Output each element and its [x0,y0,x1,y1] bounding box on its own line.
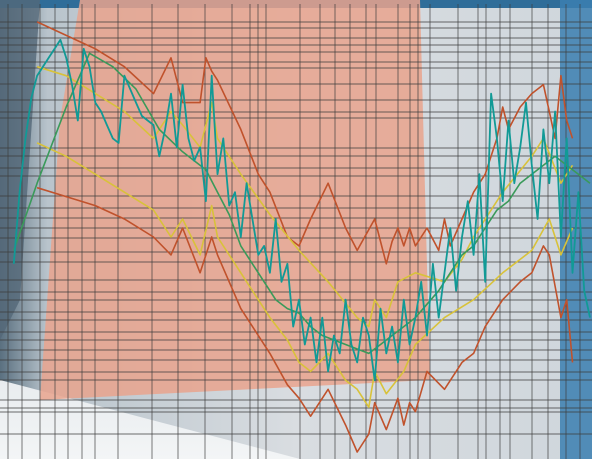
series-line-signal [12,38,591,382]
series-line-upper-outer [36,21,574,265]
series-line-lower-inner [36,142,574,409]
series-group [12,21,591,453]
series-line-moving-average [13,52,591,355]
left-dark-region [0,0,40,340]
series-line-lower-outer [36,186,574,453]
horizontal-gridlines [0,21,592,435]
vertical-gridlines [7,4,581,459]
